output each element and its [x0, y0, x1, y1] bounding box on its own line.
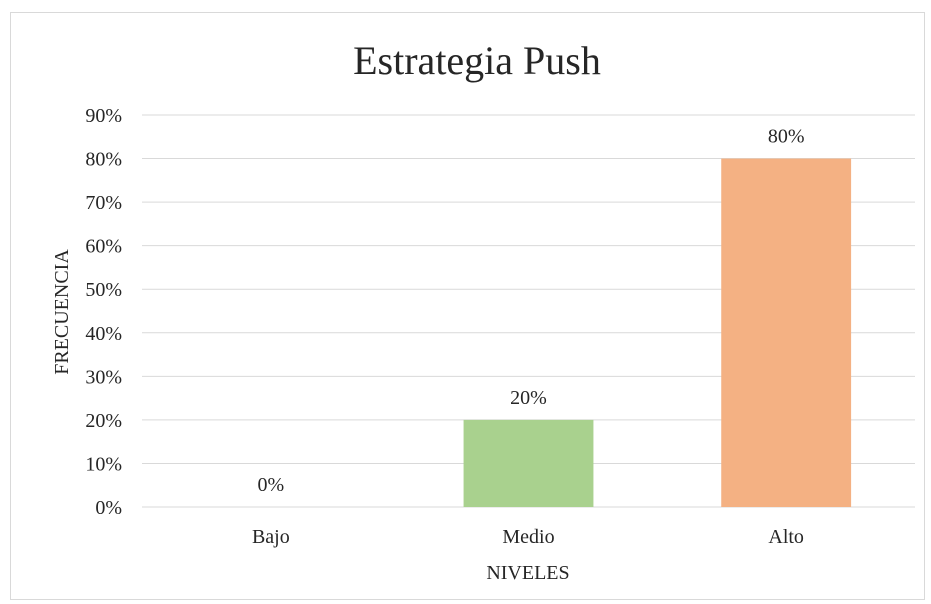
bars — [463, 158, 852, 508]
data-label-bajo: 0% — [257, 474, 284, 496]
y-tick-label: 70% — [85, 192, 122, 214]
y-tick-label: 50% — [85, 279, 122, 301]
bar-medio — [463, 419, 594, 507]
y-tick-label: 10% — [85, 453, 122, 475]
data-labels: 0% 20% 80% — [257, 126, 804, 496]
y-tick-label: 60% — [85, 236, 122, 258]
chart-title: Estrategia Push — [353, 38, 601, 83]
y-tick-label: 0% — [95, 497, 122, 519]
x-axis-label: NIVELES — [486, 562, 569, 584]
y-axis-label: FRECUENCIA — [51, 249, 73, 375]
y-tick-label: 40% — [85, 323, 122, 345]
y-tick-label: 90% — [85, 105, 122, 127]
data-label-medio: 20% — [510, 387, 547, 409]
x-tick-label-medio: Medio — [502, 526, 554, 548]
y-tick-label: 80% — [85, 149, 122, 171]
y-tick-label: 20% — [85, 410, 122, 432]
x-tick-label-alto: Alto — [768, 526, 804, 548]
x-tick-label-bajo: Bajo — [252, 526, 290, 548]
x-tick-labels: Bajo Medio Alto — [252, 526, 804, 548]
y-tick-labels: 0% 10% 20% 30% 40% 50% 60% 70% 80% 90% — [85, 105, 122, 519]
bar-alto — [721, 158, 852, 508]
y-tick-label: 30% — [85, 366, 122, 388]
data-label-alto: 80% — [768, 126, 805, 148]
